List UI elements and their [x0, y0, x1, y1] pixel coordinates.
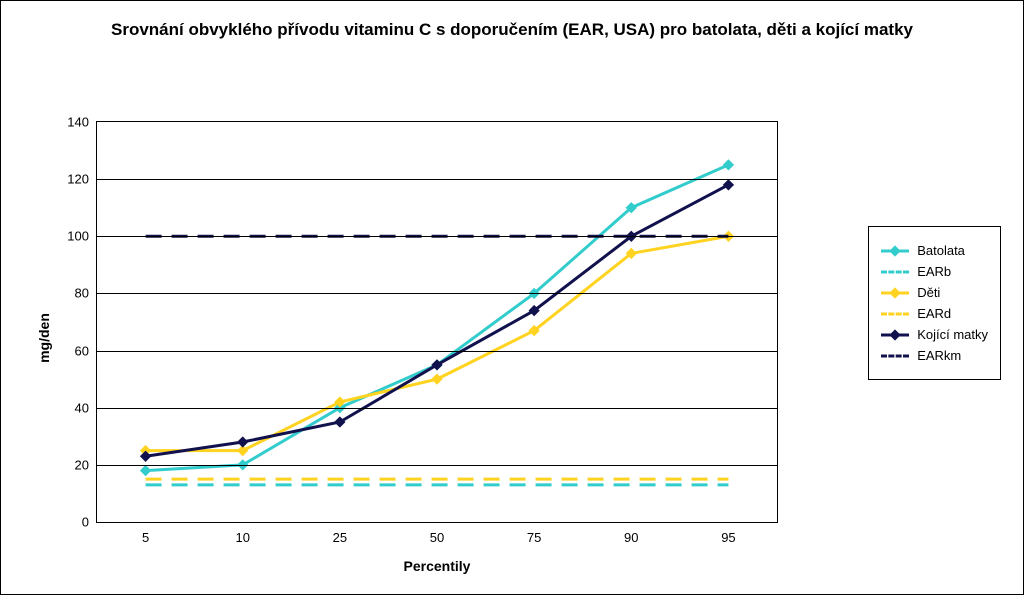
y-tick-label: 40: [75, 400, 89, 415]
legend-swatch: [881, 307, 909, 321]
gridline: [97, 465, 777, 466]
gridline: [97, 236, 777, 237]
y-tick-label: 0: [82, 515, 89, 530]
chart-container: Srovnání obvyklého přívodu vitaminu C s …: [0, 0, 1024, 595]
chart-title: Srovnání obvyklého přívodu vitaminu C s …: [1, 1, 1023, 50]
series-line: [146, 185, 729, 456]
legend-swatch: [881, 286, 909, 300]
legend-label: Batolata: [917, 243, 965, 258]
x-tick-label: 50: [430, 530, 444, 545]
plot-area: Percentily 02040608010012014051025507590…: [96, 121, 778, 523]
legend-swatch: [881, 328, 909, 342]
legend-label: EARb: [917, 264, 951, 279]
data-marker: [140, 451, 151, 462]
x-tick-label: 90: [624, 530, 638, 545]
data-marker: [431, 373, 442, 384]
y-tick-label: 20: [75, 457, 89, 472]
y-tick-label: 60: [75, 343, 89, 358]
legend-label: Děti: [917, 285, 940, 300]
x-tick-label: 25: [333, 530, 347, 545]
legend-item: EARkm: [881, 348, 988, 363]
legend-label: EARkm: [917, 348, 961, 363]
gridline: [97, 351, 777, 352]
x-tick-label: 10: [235, 530, 249, 545]
legend-swatch: [881, 244, 909, 258]
legend-item: EARb: [881, 264, 988, 279]
gridline: [97, 408, 777, 409]
legend-label: EARd: [917, 306, 951, 321]
legend-swatch: [881, 265, 909, 279]
series-line: [146, 236, 729, 450]
legend: Batolata EARb Děti EARd Kojící matky EARkm: [868, 226, 1001, 380]
legend-label: Kojící matky: [917, 327, 988, 342]
gridline: [97, 293, 777, 294]
gridline: [97, 179, 777, 180]
data-marker: [140, 465, 151, 476]
x-tick-label: 5: [142, 530, 149, 545]
data-marker: [723, 159, 734, 170]
series-line: [146, 165, 729, 471]
legend-item: Kojící matky: [881, 327, 988, 342]
y-tick-label: 120: [67, 172, 89, 187]
data-marker: [237, 436, 248, 447]
y-tick-label: 80: [75, 286, 89, 301]
y-tick-label: 140: [67, 115, 89, 130]
x-tick-label: 95: [721, 530, 735, 545]
x-tick-label: 75: [527, 530, 541, 545]
chart-inner: mg/den Percentily 0204060801001201405102…: [1, 81, 1023, 594]
legend-item: Děti: [881, 285, 988, 300]
legend-item: EARd: [881, 306, 988, 321]
y-axis-title: mg/den: [36, 313, 52, 363]
legend-item: Batolata: [881, 243, 988, 258]
legend-swatch: [881, 349, 909, 363]
data-marker: [723, 179, 734, 190]
x-axis-title: Percentily: [404, 558, 471, 574]
y-tick-label: 100: [67, 229, 89, 244]
series-svg: [97, 122, 777, 522]
